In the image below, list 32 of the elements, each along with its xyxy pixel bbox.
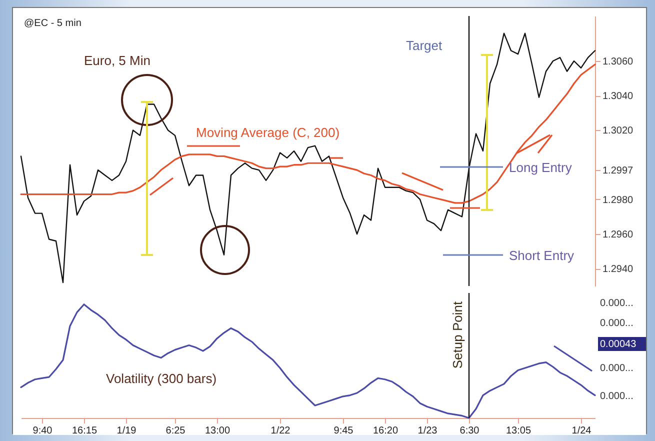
text: 0.000...	[600, 391, 634, 402]
y-tick-label: 1.2940	[602, 264, 634, 276]
y-tick-label: 1.2960	[602, 230, 634, 241]
annotation: Long Entry	[509, 160, 572, 175]
x-tick-label: 1/24	[572, 426, 592, 436]
annotation: Euro, 5 Min	[84, 53, 150, 68]
x-tick-label: 16:15	[72, 426, 98, 436]
x-tick-label: 16:20	[372, 426, 398, 436]
x-tick-label: 6:25	[166, 426, 186, 436]
text: 0.000...	[600, 318, 634, 329]
y-tick-label: 1.3040	[602, 91, 634, 102]
y-tick-label: 1.2980	[602, 194, 634, 206]
y-tick-label: 1.3060	[602, 56, 634, 68]
ref-line-label: Setup Point	[450, 301, 465, 369]
series-label: Volatility (300 bars)	[106, 371, 217, 386]
x-tick-label: 1/22	[270, 426, 291, 436]
series-label: Moving Average (C, 200)	[196, 125, 340, 140]
text: 0.000...	[600, 363, 634, 374]
x-tick-label: 13:05	[506, 426, 532, 436]
y-tick-label: 1.3020	[602, 126, 634, 137]
y-tick-label: 1.2997	[602, 166, 634, 177]
x-tick-label: 6:30	[460, 426, 480, 436]
x-tick-label: 1/19	[116, 426, 137, 436]
annotation: Target	[406, 38, 443, 53]
text: 0.00043	[600, 339, 637, 350]
chart-title: @EC - 5 min	[24, 18, 82, 29]
x-tick-label: 1/23	[418, 426, 438, 436]
x-tick-label: 9:45	[334, 426, 354, 436]
text: 0.000...	[600, 298, 634, 309]
x-tick-label: 13:00	[204, 426, 230, 436]
x-tick-label: 9:40	[32, 426, 53, 436]
annotation: Short Entry	[509, 248, 575, 263]
